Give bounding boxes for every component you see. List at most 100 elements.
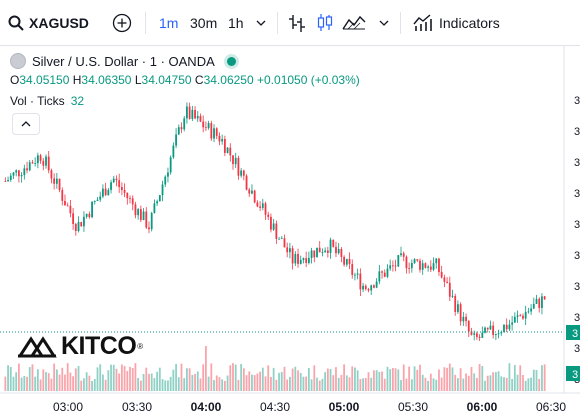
candle [543, 295, 546, 300]
ohlc-values: O34.05150 H34.06350 L34.04750 C34.06250 … [10, 73, 360, 87]
volume-bar [131, 368, 134, 391]
collapse-legend-button[interactable] [12, 113, 40, 135]
candle [345, 258, 348, 267]
volume-bar [183, 378, 186, 391]
candle [400, 246, 402, 257]
volume-bar [15, 372, 18, 391]
volume-bar [196, 371, 199, 391]
candle [438, 257, 440, 276]
timeframe-1m[interactable]: 1m [159, 15, 179, 31]
candles-icon [317, 14, 333, 31]
volume-bar [39, 379, 42, 391]
symbol-search[interactable]: XAGUSD [8, 0, 89, 46]
candle [134, 201, 137, 219]
candle [218, 132, 221, 146]
volume-bar [524, 380, 527, 391]
symbol-logo-icon [10, 53, 26, 69]
volume-bar [335, 367, 337, 391]
candle [93, 200, 96, 205]
candle [351, 259, 354, 279]
close-value: 34.06250 [203, 73, 254, 87]
volume-bar [516, 374, 519, 391]
candle [99, 191, 102, 202]
candle [42, 158, 45, 171]
candle [74, 222, 77, 236]
volume-bar [112, 364, 115, 391]
candle [28, 160, 31, 172]
candle [408, 262, 411, 274]
volume-bar [435, 379, 438, 391]
area-chart-type-button[interactable] [342, 0, 366, 46]
volume-bar [362, 378, 364, 391]
candle [137, 208, 140, 220]
volume-bar [408, 366, 411, 391]
volume-bar [55, 369, 58, 391]
symbol-legend: Silver / U.S. Dollar · 1 · OANDA [10, 52, 236, 70]
compare-button[interactable] [112, 0, 132, 46]
volume-bar [326, 368, 329, 391]
volume-bar [248, 371, 251, 391]
volume-bar [47, 373, 50, 391]
candle [104, 182, 107, 196]
candle [497, 329, 500, 339]
bar-chart-type-button[interactable] [288, 0, 306, 46]
time-axis-label: 06:30 [536, 400, 566, 414]
volume-value: 32 [70, 94, 85, 108]
candle [15, 169, 18, 177]
volume-bar [194, 373, 196, 391]
volume-bar [207, 376, 210, 391]
volume-bar [446, 367, 448, 391]
candle [332, 239, 335, 248]
volume-bar [527, 378, 530, 391]
candle [223, 135, 226, 157]
volume-bar [424, 377, 427, 391]
volume-bar [538, 378, 541, 391]
volume-bar [4, 376, 7, 391]
volume-bar [340, 374, 343, 391]
volume-bar [223, 380, 226, 391]
candle [172, 142, 175, 159]
volume-bar [345, 375, 348, 391]
candle [305, 251, 308, 268]
candle [454, 293, 457, 316]
volume-badge-text: 3 [572, 369, 578, 381]
candle [465, 313, 467, 327]
timeframe-1h[interactable]: 1h [228, 15, 244, 31]
kitco-reg: ® [137, 342, 143, 351]
candle [188, 102, 191, 120]
indicators-icon [413, 14, 432, 31]
candle [443, 274, 446, 288]
timeframe-30m[interactable]: 30m [190, 15, 218, 31]
volume-bar [96, 367, 99, 391]
candle [522, 313, 524, 320]
price-axis-label: 3 [574, 188, 580, 200]
indicators-button[interactable]: Indicators [413, 0, 500, 46]
candle [264, 201, 267, 220]
volume-bar [191, 374, 194, 391]
candle [378, 265, 381, 285]
candle [478, 334, 481, 341]
candle [58, 178, 61, 193]
volume-bar [58, 374, 61, 391]
candle [150, 211, 153, 232]
volume-bar [158, 367, 161, 391]
candle [516, 310, 519, 323]
candle [20, 172, 23, 183]
timeframe-dropdown[interactable] [256, 0, 266, 46]
current-price-badge [566, 325, 580, 340]
volume-bar [283, 366, 286, 391]
candle [538, 297, 541, 313]
candle [64, 194, 66, 206]
candle [386, 264, 389, 279]
time-axis-label: 05:30 [398, 400, 428, 414]
price-axis-label: 3 [574, 281, 580, 293]
chart-type-dropdown[interactable] [379, 0, 389, 46]
candle-chart-type-button[interactable] [316, 0, 334, 46]
volume-legend: Vol · Ticks 32 [10, 94, 84, 108]
volume-bar [259, 371, 261, 391]
volume-bar [61, 367, 64, 391]
volume-bar [535, 370, 538, 391]
volume-bar [467, 375, 470, 391]
volume-bar [45, 372, 47, 391]
